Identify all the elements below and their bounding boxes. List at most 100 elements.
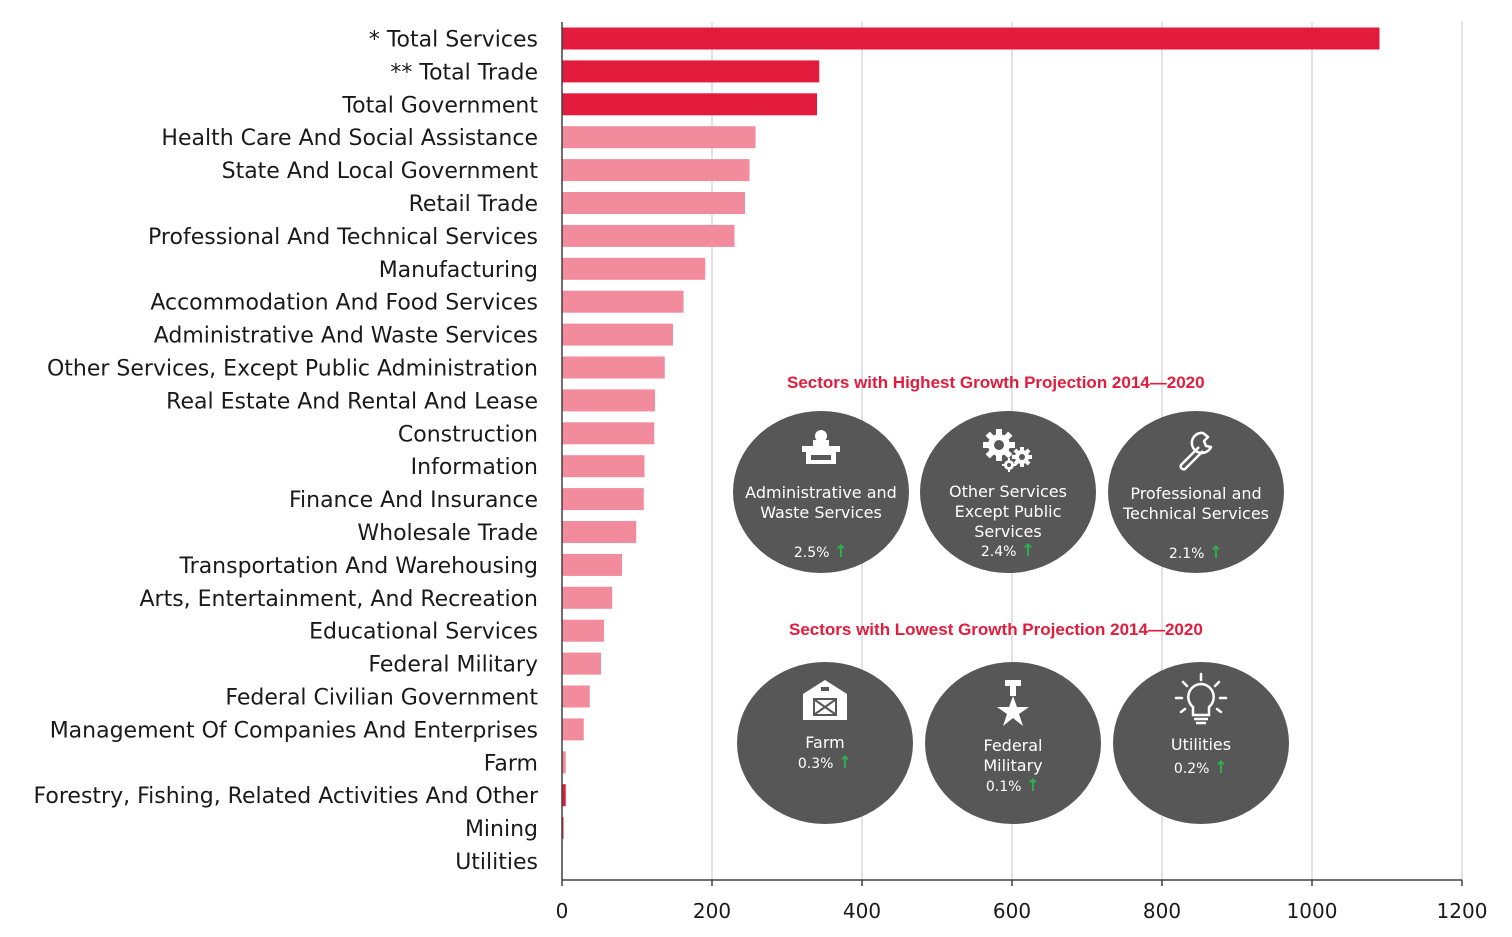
bar [562,159,750,182]
bar [562,553,622,576]
circle-federal-military: Federal Military 0.1% ↑ [925,662,1101,824]
category-label: Construction [398,422,538,447]
circle-label: Utilities [1170,735,1232,754]
circle-value: 0.3% ↑ [737,753,913,773]
bar [562,60,820,83]
gears-icon [920,427,1096,477]
category-label: Utilities [455,850,538,875]
wrench-icon [1108,427,1284,477]
category-labels: * Total Services ** Total Trade Total Gove… [34,28,539,876]
circle-label: Other Services Except Public Services [949,482,1067,541]
bar [562,784,566,807]
circle-label: Farm [805,733,845,752]
bar [562,257,706,280]
bar [562,652,601,675]
x-tick-label: 200 [693,899,731,923]
up-arrow-icon: ↑ [1208,543,1224,563]
x-tick-label: 0 [556,899,569,923]
category-label: Accommodation And Food Services [150,291,538,316]
x-axis-ticks: 0 200 400 600 800 1000 1200 [556,879,1488,923]
category-label: Forestry, Fishing, Related Activities An… [34,784,539,809]
category-label: Federal Military [368,653,538,678]
category-label: Wholesale Trade [357,521,538,546]
up-arrow-icon: ↑ [1213,758,1229,778]
bar [562,718,584,741]
circle-value: 0.2% ↑ [1113,758,1289,778]
category-label: Health Care And Social Assistance [161,126,538,151]
bar [562,619,604,642]
bar [562,422,655,445]
bar [562,389,655,412]
circle-utilities: Utilities 0.2% ↑ [1113,662,1289,824]
category-label: Professional And Technical Services [148,225,538,250]
bar [562,356,665,379]
category-label: Other Services, Except Public Administra… [47,357,538,382]
category-label: Total Government [341,93,538,118]
category-label: Federal Civilian Government [225,686,538,711]
circle-administrative-waste: Administrative and Waste Services 2.5% ↑ [733,411,909,573]
up-arrow-icon: ↑ [1025,776,1041,796]
up-arrow-icon: ↑ [1020,541,1036,561]
x-tick-label: 600 [993,899,1031,923]
circle-label: Federal Military [983,736,1043,775]
bar [562,521,637,543]
highest-panel-title: Sectors with Highest Growth Projection 2… [787,373,1205,392]
bar [562,93,817,116]
circle-value: 0.1% ↑ [925,776,1101,796]
bar [562,751,566,774]
category-label: Arts, Entertainment, And Recreation [139,587,538,612]
barn-icon [737,678,913,728]
bar [562,323,673,346]
circle-value: 2.1% ↑ [1108,543,1284,563]
x-tick-label: 1000 [1287,899,1338,923]
bar [562,126,756,149]
bar [562,455,645,478]
circle-professional-technical: Professional and Technical Services 2.1%… [1108,411,1284,573]
value-text: 2.4% [980,544,1017,560]
value-text: 2.5% [793,545,830,561]
value-text: 0.1% [985,779,1022,795]
category-label: Retail Trade [409,192,538,217]
circle-value: 2.5% ↑ [733,542,909,562]
circle-other-services: Other Services Except Public Services 2.… [920,411,1096,573]
bar [562,290,684,313]
bar [562,192,745,214]
x-tick-label: 800 [1143,899,1181,923]
bars [562,27,1380,840]
bar [562,224,735,247]
category-label: Transportation And Warehousing [178,554,538,579]
value-text: 2.1% [1168,546,1205,562]
circle-label: Administrative and Waste Services [745,483,897,522]
circle-label: Professional and Technical Services [1122,484,1270,523]
x-tick-label: 1200 [1437,899,1488,923]
category-label: State And Local Government [222,159,539,184]
category-label: Management Of Companies And Enterprises [50,718,538,743]
bar [562,488,644,511]
bar [562,685,590,708]
category-label: Administrative And Waste Services [154,324,538,349]
x-tick-label: 400 [843,899,881,923]
bar [562,586,613,609]
bar [562,27,1380,50]
circle-farm: Farm 0.3% ↑ [737,662,913,824]
category-label: * Total Services [369,28,538,53]
category-label: Finance And Insurance [289,488,538,513]
category-label: Manufacturing [379,258,538,283]
category-label: Mining [465,817,538,842]
medal-icon [925,680,1101,730]
value-text: 0.2% [1173,761,1210,777]
desk-icon [733,427,909,477]
lightbulb-icon [1113,672,1289,725]
up-arrow-icon: ↑ [833,542,849,562]
up-arrow-icon: ↑ [837,753,853,773]
category-label: ** Total Trade [390,60,538,85]
lowest-panel-title: Sectors with Lowest Growth Projection 20… [789,620,1203,639]
category-label: Information [411,455,538,480]
category-label: Educational Services [309,620,538,645]
circle-value: 2.4% ↑ [920,541,1096,561]
category-label: Farm [484,751,538,776]
value-text: 0.3% [797,756,834,772]
category-label: Real Estate And Rental And Lease [166,389,538,414]
